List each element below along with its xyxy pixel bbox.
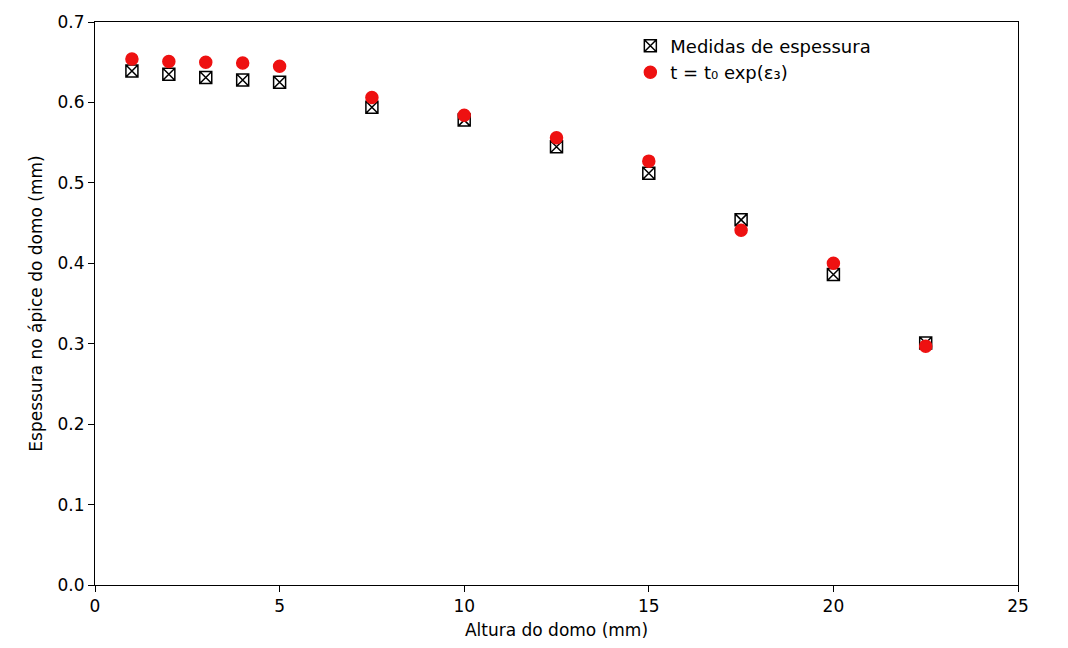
svg-text:10: 10 (453, 596, 475, 616)
svg-text:0.5: 0.5 (58, 173, 85, 193)
svg-text:t = t₀ exp(ε₃): t = t₀ exp(ε₃) (670, 62, 787, 83)
svg-text:25: 25 (1007, 596, 1029, 616)
svg-text:0.0: 0.0 (58, 575, 85, 595)
svg-text:20: 20 (823, 596, 845, 616)
svg-text:0.7: 0.7 (58, 12, 85, 32)
svg-text:0.3: 0.3 (58, 334, 85, 354)
svg-text:5: 5 (274, 596, 285, 616)
svg-text:15: 15 (638, 596, 660, 616)
svg-text:0: 0 (90, 596, 101, 616)
svg-text:0.1: 0.1 (58, 495, 85, 515)
svg-text:Espessura no ápice do domo (mm: Espessura no ápice do domo (mm) (26, 155, 46, 451)
svg-text:Altura do domo (mm): Altura do domo (mm) (465, 620, 648, 640)
svg-text:Medidas de espessura: Medidas de espessura (670, 36, 870, 57)
svg-text:0.6: 0.6 (58, 92, 85, 112)
svg-text:0.2: 0.2 (58, 414, 85, 434)
svg-text:0.4: 0.4 (58, 253, 85, 273)
